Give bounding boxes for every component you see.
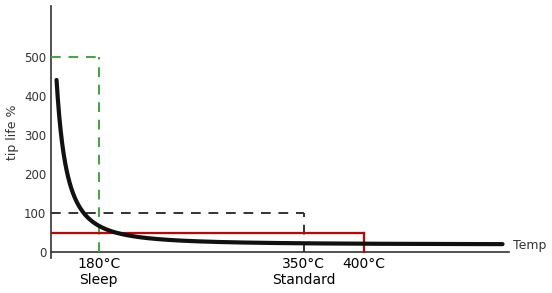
Text: Temp: Temp [513,239,547,252]
Y-axis label: tip life %: tip life % [6,104,19,160]
